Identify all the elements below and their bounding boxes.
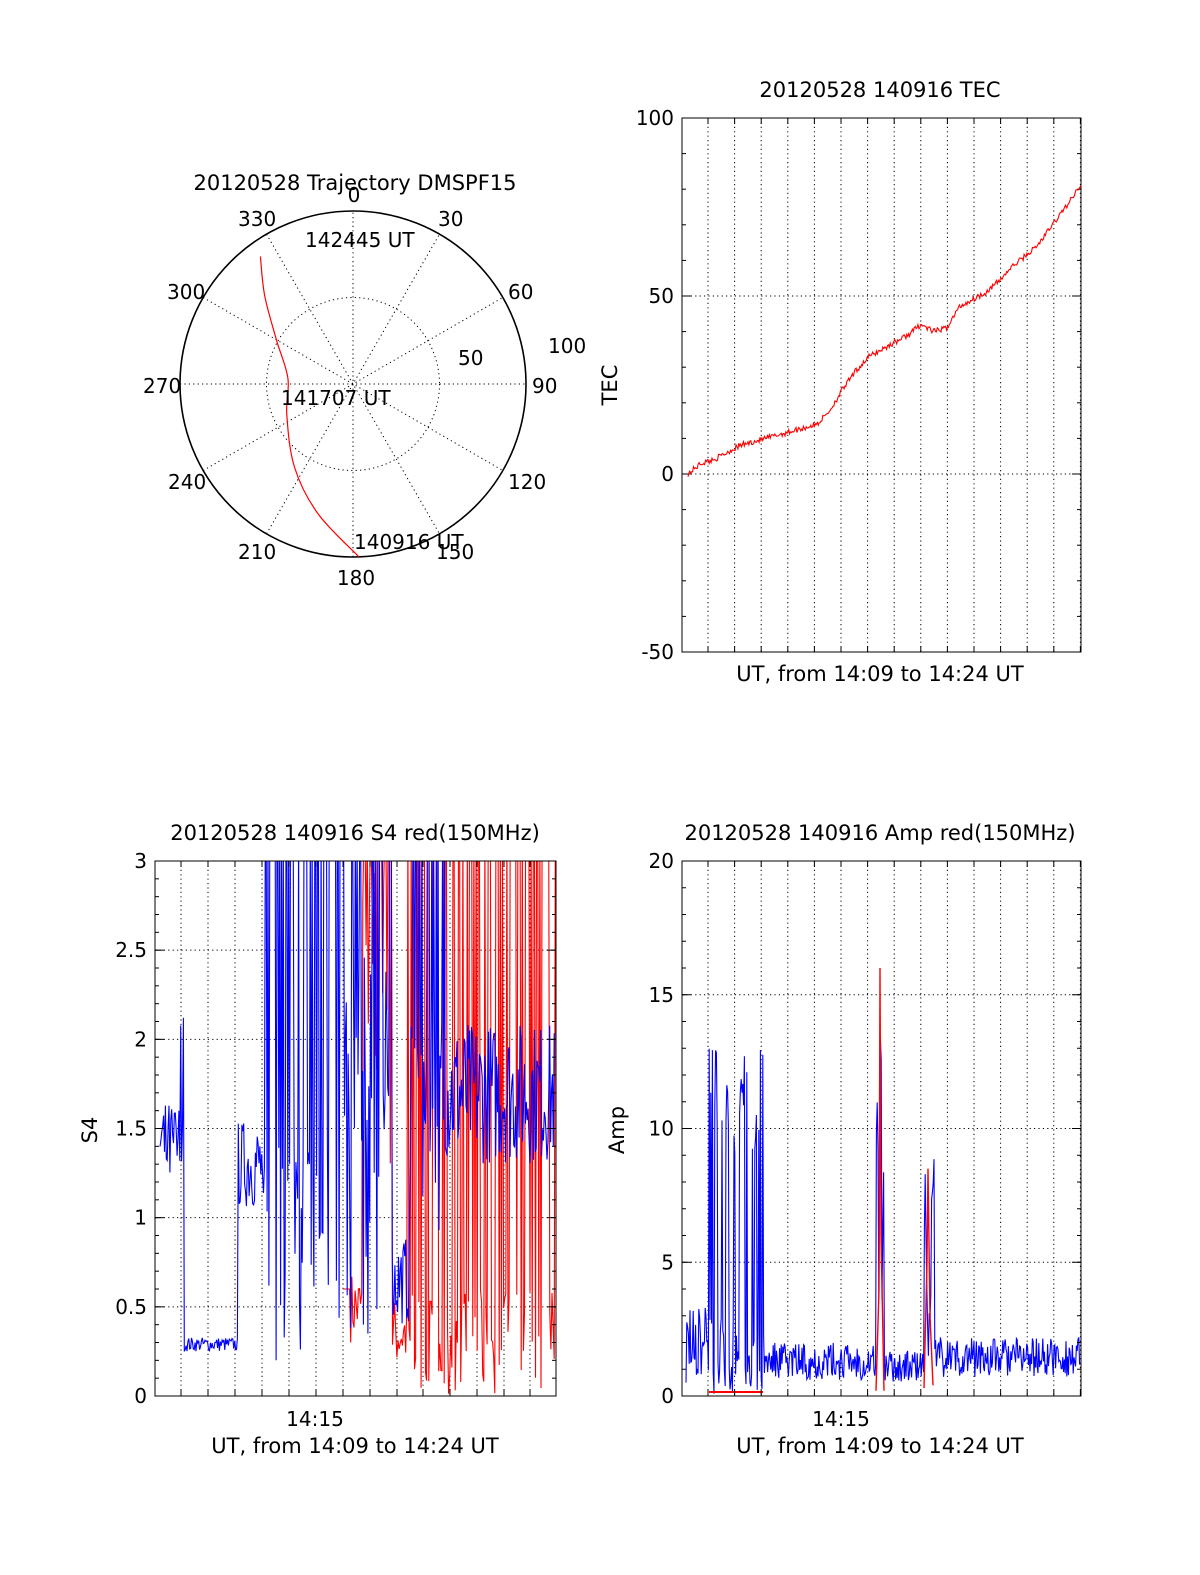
polar-outer-ring: [179, 210, 527, 558]
s4-y-axis-label: S4: [78, 1117, 102, 1144]
amp-ytick-label: 20: [649, 849, 674, 873]
amp-series-traces: [685, 967, 1081, 1394]
trajectory-annotation-start: 140916 UT: [354, 530, 464, 554]
amp-xtick-label: 14:15: [812, 1407, 870, 1431]
amp-grid: [682, 861, 1081, 1396]
tec-ytick-label: -50: [641, 640, 674, 664]
amp-ytick-label: 15: [649, 983, 674, 1007]
polar-azimuth-label: 240: [168, 470, 206, 494]
tec-plot-frame: [681, 117, 1082, 653]
polar-azimuth-label: 90: [532, 374, 557, 398]
polar-spoke-120: [202, 297, 504, 471]
s4-x-axis-label: UT, from 14:09 to 14:24 UT: [211, 1434, 499, 1458]
polar-ring-50: [266, 297, 440, 471]
tec-ytick-label: 0: [661, 462, 674, 486]
polar-azimuth-label: 180: [337, 566, 375, 590]
amp-ytick-label: 10: [649, 1117, 674, 1141]
polar-azimuth-label: 0: [348, 183, 361, 207]
s4-ytick-label: 2: [134, 1027, 147, 1051]
s4-ytick-label: 1: [134, 1206, 147, 1230]
amp-blue-series: [685, 1038, 1081, 1394]
trajectory-title: 20120528 Trajectory DMSPF15: [193, 171, 516, 195]
amp-red-spike: [875, 967, 885, 1391]
polar-radial-tick-50: 50: [458, 346, 483, 370]
polar-azimuth-label: 330: [238, 207, 276, 231]
trajectory-annotation-end: 142445 UT: [305, 228, 415, 252]
tec-ytick-label: 50: [649, 284, 674, 308]
tec-title: 20120528 140916 TEC: [759, 78, 1000, 102]
polar-spoke-150: [266, 233, 440, 535]
polar-spoke-30: [266, 233, 440, 535]
amp-axis-ticks: 0 5 10 15 20 14:15: [649, 849, 1081, 1431]
amp-title: 20120528 140916 Amp red(150MHz): [684, 821, 1075, 845]
trajectory-series-line: [259, 256, 360, 558]
tec-grid: [682, 118, 1081, 652]
amp-ytick-label: 5: [661, 1250, 674, 1274]
s4-ytick-label: 2.5: [115, 938, 147, 962]
polar-azimuth-label: 120: [508, 470, 546, 494]
polar-radial-tick-100: 100: [548, 334, 586, 358]
polar-azimuth-labels: 0 30 60 90 120 150 180 210 240 270 300 330: [143, 183, 557, 590]
amp-red-spike: [923, 1168, 934, 1389]
tec-line-chart: 20120528 140916 TEC -50 0 50 100 UT, from 1…: [598, 78, 1082, 686]
polar-azimuth-label: 270: [143, 374, 181, 398]
amp-x-axis-label: UT, from 14:09 to 14:24 UT: [736, 1434, 1024, 1458]
trajectory-annotation-mid: 141707 UT: [281, 386, 391, 410]
s4-ytick-label: 3: [134, 849, 147, 873]
s4-series-traces: [159, 861, 556, 1394]
s4-title: 20120528 140916 S4 red(150MHz): [170, 821, 540, 845]
s4-blue-series: [159, 861, 555, 1361]
s4-red-series: [343, 861, 556, 1394]
tec-x-axis-label: UT, from 14:09 to 14:24 UT: [736, 662, 1024, 686]
amp-y-axis-label: Amp: [605, 1106, 629, 1154]
polar-azimuth-label: 300: [167, 280, 205, 304]
s4-ytick-label: 1.5: [115, 1117, 147, 1141]
s4-xtick-label: 14:15: [286, 1407, 344, 1431]
polar-azimuth-label: 60: [508, 280, 533, 304]
polar-grid: [180, 211, 526, 557]
tec-y-axis-label: TEC: [598, 365, 622, 407]
polar-spoke-60: [202, 297, 504, 471]
s4-ytick-label: 0: [134, 1384, 147, 1408]
tec-series-line: [687, 185, 1082, 477]
tec-ytick-label: 100: [636, 106, 674, 130]
trajectory-polar-plot: 20120528 Trajectory DMSPF15 0 30 60 90 120 15…: [143, 171, 586, 590]
amp-line-chart: 20120528 140916 Amp red(150MHz) 0 5 10 15 20…: [605, 821, 1082, 1458]
polar-azimuth-label: 210: [238, 540, 276, 564]
s4-ytick-label: 0.5: [115, 1295, 147, 1319]
polar-azimuth-label: 30: [438, 207, 463, 231]
tec-axis-ticks: -50 0 50 100: [636, 106, 1081, 664]
s4-axis-ticks: 0 0.5 1 1.5 2 2.5 3 14:15: [115, 849, 556, 1431]
s4-line-chart: 20120528 140916 S4 red(150MHz) 0 0.5 1 1.5 2…: [78, 821, 557, 1458]
polar-azimuth-label: 150: [436, 540, 474, 564]
amp-ytick-label: 0: [661, 1384, 674, 1408]
